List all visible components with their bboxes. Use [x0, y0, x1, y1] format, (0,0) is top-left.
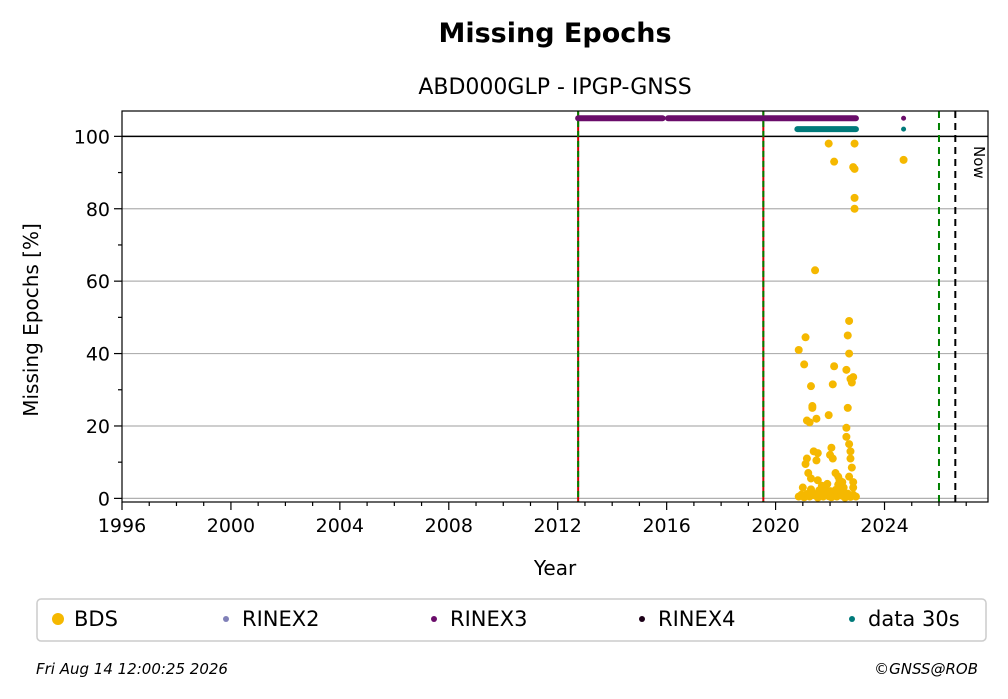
- bds-point: [824, 139, 833, 148]
- footer-copyright: ©GNSS@ROB: [874, 660, 978, 678]
- bds-point: [824, 411, 833, 420]
- footer-timestamp: Fri Aug 14 12:00:25 2026: [36, 660, 228, 678]
- bds-point: [842, 423, 851, 432]
- legend-box: [36, 598, 987, 642]
- legend-label: BDS: [74, 607, 118, 631]
- bds-point: [812, 414, 821, 423]
- bds-point: [850, 193, 859, 202]
- bds-point: [806, 382, 815, 391]
- availability-point: [901, 115, 907, 121]
- bds-point: [798, 483, 807, 492]
- availability-point: [901, 126, 907, 132]
- x-tick-label: 2016: [642, 515, 690, 537]
- now-label: Now: [970, 146, 988, 179]
- bds-point: [850, 164, 859, 173]
- legend: BDS RINEX2 RINEX3 RINEX4 data 30s: [52, 607, 960, 631]
- bds-point: [828, 380, 837, 389]
- x-tick-label: 2000: [207, 515, 255, 537]
- bds-point: [845, 349, 854, 358]
- bds-point: [801, 333, 810, 342]
- x-axis-ticks: 1996 2000 2004 2008 2012 2016 2020 2024: [98, 502, 967, 537]
- y-tick-label: 80: [86, 199, 110, 221]
- bds-point: [800, 360, 809, 369]
- legend-marker: [431, 616, 437, 622]
- legend-marker: [849, 616, 855, 622]
- bds-point: [830, 362, 839, 371]
- plot-frame: [121, 110, 989, 503]
- bds-point: [805, 418, 814, 427]
- bds-point: [828, 454, 837, 463]
- y-tick-label: 0: [98, 488, 110, 510]
- bds-point: [899, 155, 908, 164]
- legend-marker: [639, 616, 645, 622]
- chart-subtitle: ABD000GLP - IPGP-GNSS: [418, 75, 691, 100]
- bds-point: [823, 479, 832, 488]
- legend-label: RINEX4: [658, 607, 736, 631]
- bds-point: [845, 440, 854, 449]
- bds-point: [813, 449, 822, 458]
- bds-point: [801, 459, 810, 468]
- legend-label: RINEX2: [242, 607, 320, 631]
- x-tick-label: 2008: [425, 515, 473, 537]
- y-tick-label: 100: [74, 126, 110, 148]
- y-axis-ticks: 0 20 40 60 80 100: [74, 126, 122, 510]
- bds-point: [851, 492, 860, 501]
- x-tick-label: 2020: [751, 515, 799, 537]
- bds-points: [794, 139, 908, 502]
- bds-point: [845, 316, 854, 325]
- bds-point: [811, 266, 820, 275]
- bds-point: [846, 454, 855, 463]
- bds-point: [836, 486, 845, 495]
- grid-lines: [122, 135, 988, 499]
- y-tick-label: 60: [86, 271, 110, 293]
- vertical-markers: [577, 111, 957, 502]
- legend-label: RINEX3: [450, 607, 528, 631]
- x-tick-label: 2012: [534, 515, 582, 537]
- bds-point: [813, 476, 822, 485]
- x-tick-label: 2024: [860, 515, 908, 537]
- bds-point: [806, 474, 815, 483]
- y-tick-label: 40: [86, 344, 110, 366]
- chart-title: Missing Epochs: [438, 18, 671, 49]
- availability-bars: [575, 115, 907, 133]
- bds-point: [847, 378, 856, 387]
- bds-point: [834, 480, 843, 489]
- x-tick-label: 2004: [316, 515, 364, 537]
- legend-marker: [223, 616, 229, 622]
- bds-point: [847, 463, 856, 472]
- y-tick-label: 20: [86, 416, 110, 438]
- bds-point: [830, 157, 839, 166]
- bds-point: [843, 403, 852, 412]
- bds-point: [808, 403, 817, 412]
- bds-point: [849, 483, 858, 492]
- legend-label: data 30s: [868, 607, 960, 631]
- bds-point: [846, 447, 855, 456]
- bds-point: [842, 365, 851, 374]
- bds-point: [850, 204, 859, 213]
- bds-point: [842, 432, 851, 441]
- bds-point: [812, 456, 821, 465]
- bds-point: [827, 443, 836, 452]
- bds-point: [845, 472, 854, 481]
- x-tick-label: 1996: [98, 515, 146, 537]
- y-axis-label: Missing Epochs [%]: [19, 223, 43, 417]
- bds-point: [850, 139, 859, 148]
- legend-marker: [52, 613, 64, 625]
- bds-point: [843, 331, 852, 340]
- x-axis-label: Year: [533, 556, 577, 580]
- bds-point: [794, 345, 803, 354]
